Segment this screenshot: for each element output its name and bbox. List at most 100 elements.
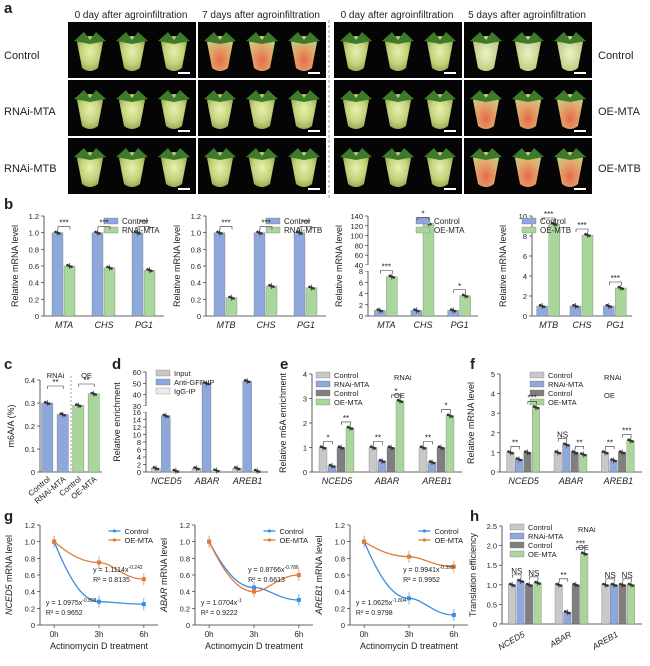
panel-letter-a: a: [4, 0, 13, 17]
y-tick-label: 3: [491, 409, 495, 418]
bar: [41, 402, 54, 473]
data-point: [417, 309, 420, 313]
sig-label: ***: [139, 219, 148, 228]
fruit: [119, 152, 145, 187]
sig-label: *: [444, 402, 447, 411]
legend-swatch: [509, 550, 525, 558]
y-tick-label: 0: [359, 312, 363, 321]
fruit: [385, 94, 411, 129]
data-point: [228, 295, 231, 299]
data-point: [413, 308, 416, 311]
fruit: [249, 152, 275, 187]
data-point: [627, 438, 630, 442]
y-tick-label: 0.8: [29, 245, 39, 254]
data-point: [166, 415, 170, 418]
legend-label: Control: [334, 389, 359, 398]
data-point: [58, 232, 61, 235]
y-axis-label: Translation efficiency: [468, 532, 478, 617]
bar: [318, 447, 328, 473]
bar: [533, 582, 542, 625]
x-tick-label: CHS: [413, 320, 432, 330]
y-tick-label: 0: [493, 620, 497, 629]
data-point: [528, 451, 531, 455]
data-point: [566, 444, 570, 447]
data-point: [557, 583, 561, 587]
data-point: [256, 230, 259, 234]
data-point: [437, 445, 441, 449]
fruit-calyx: [204, 148, 236, 160]
data-point: [509, 451, 512, 454]
row-label-right-3: OE-MTB: [598, 163, 641, 175]
scale-bar: [444, 130, 456, 132]
legend-label: OE-MTA: [124, 536, 153, 545]
data-point: [449, 308, 453, 311]
sig-bracket: [542, 217, 555, 221]
data-point: [378, 458, 382, 462]
y-tick-label: 16: [133, 408, 141, 417]
sig-bracket: [558, 578, 569, 582]
data-point: [235, 466, 239, 470]
y-tick-label: 40: [133, 391, 141, 400]
x-tick-label: CHS: [256, 320, 275, 330]
group-label-rnai: RNAi: [394, 373, 412, 382]
x-tick-label: 0h: [205, 630, 214, 639]
sig-label: NS: [557, 431, 568, 440]
data-point: [193, 466, 196, 469]
panel-letter-h: h: [470, 508, 480, 525]
fruit: [291, 94, 317, 129]
data-point: [517, 457, 521, 461]
data-point: [423, 447, 427, 450]
fruit-calyx: [340, 148, 372, 160]
fruit: [207, 152, 233, 187]
x-tick-label: MTA: [377, 320, 395, 330]
fruit-calyx: [116, 32, 148, 44]
chart-c: m6A/A (%)00.10.20.30.4ControlRNAi-MTACon…: [6, 371, 102, 506]
panel-a: a 0 day after agroinfiltration 7 days af…: [0, 0, 650, 200]
group-label: RNAi: [47, 371, 65, 380]
fruit-calyx: [74, 90, 106, 102]
data-point: [610, 458, 613, 461]
data-point: [579, 452, 583, 455]
y-tick-label: 6: [137, 446, 141, 455]
data-point: [203, 381, 206, 384]
sig-bracket: [605, 446, 615, 450]
data-point: [532, 405, 536, 408]
data-point: [542, 305, 546, 309]
bar: [436, 447, 446, 473]
data-point: [230, 296, 233, 299]
bar: [253, 232, 266, 317]
bar: [618, 584, 627, 625]
legend-swatch: [155, 369, 171, 377]
x-tick-label: 0h: [360, 630, 369, 639]
bar: [213, 232, 226, 317]
x-tick-label: MTB: [217, 320, 236, 330]
fruit: [291, 36, 317, 71]
fruit: [77, 152, 103, 187]
sig-bracket: [137, 226, 151, 230]
group-label-oe: OE: [394, 391, 405, 400]
data-point: [538, 303, 542, 307]
y-tick-label: 1.2: [335, 521, 345, 530]
y-tick-label: 0.4: [29, 279, 39, 288]
legend-marker: [422, 538, 427, 542]
data-point: [441, 447, 445, 450]
fit-equation: R² = 0.6613: [248, 577, 285, 584]
fruit-calyx: [554, 32, 586, 44]
y-axis-label: m6A/A (%): [6, 404, 16, 447]
legend-label: OE-MTA: [548, 398, 577, 407]
sig-label: *: [421, 209, 424, 218]
chart-b2: Relative mRNA level 0 0.2 0.4 0.6 0.8 1.0 1.2 MT…: [172, 212, 326, 330]
data-point: [432, 461, 436, 465]
data-point: [465, 295, 469, 298]
sig-bracket: [259, 226, 273, 230]
fruit-calyx: [470, 148, 502, 160]
y-axis-label: AREB1 mRNA level: [314, 535, 324, 615]
row-label-right-2: OE-MTA: [598, 106, 640, 118]
data-point: [556, 451, 560, 454]
data-point: [519, 579, 522, 583]
sig-bracket: [97, 226, 111, 230]
data-point: [620, 451, 624, 454]
x-tick-label: 3h: [250, 630, 259, 639]
